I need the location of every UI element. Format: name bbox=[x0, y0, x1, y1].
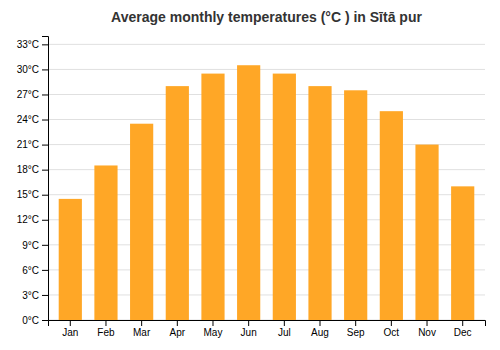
bar bbox=[415, 145, 438, 320]
grid-line bbox=[48, 119, 485, 120]
y-tick-label: 33°C bbox=[17, 39, 39, 50]
x-tick-label: Feb bbox=[97, 327, 115, 338]
y-tick-mark bbox=[42, 94, 48, 95]
x-tick-mark bbox=[462, 320, 463, 326]
x-tick-mark bbox=[248, 320, 249, 326]
x-tick: Sep bbox=[347, 320, 365, 338]
grid bbox=[48, 44, 485, 320]
y-tick-mark bbox=[42, 295, 48, 296]
plot-area: 0°C 3°C 6°C 9°C 12°C 15°C 18°C 21°C 24°C 27°C 30°C… bbox=[17, 37, 486, 339]
y-axis-line bbox=[42, 37, 49, 321]
y-tick-mark bbox=[42, 145, 48, 146]
x-tick-label: Sep bbox=[347, 327, 365, 338]
x-tick: Aug bbox=[311, 320, 329, 338]
x-tick: Jun bbox=[241, 320, 257, 338]
y-tick-label: 24°C bbox=[17, 114, 39, 125]
y-tick-label: 9°C bbox=[22, 240, 39, 251]
y-tick: 15°C bbox=[17, 189, 48, 200]
y-tick-label: 15°C bbox=[17, 189, 39, 200]
grid-line bbox=[48, 94, 485, 95]
x-tick: Jan bbox=[62, 320, 78, 338]
x-tick-mark bbox=[391, 320, 392, 326]
y-tick-label: 21°C bbox=[17, 139, 39, 150]
y-tick-mark bbox=[42, 120, 48, 121]
bar bbox=[380, 111, 403, 320]
y-tick-label: 6°C bbox=[22, 265, 39, 276]
y-tick-mark bbox=[42, 69, 48, 70]
x-tick: May bbox=[204, 320, 223, 338]
bar bbox=[94, 165, 117, 320]
x-tick-label: May bbox=[204, 327, 223, 338]
y-tick: 27°C bbox=[17, 89, 48, 100]
x-tick-mark bbox=[212, 320, 213, 326]
x-tick-mark bbox=[284, 320, 285, 326]
x-tick: Nov bbox=[418, 320, 436, 338]
x-tick: Oct bbox=[384, 320, 400, 338]
x-axis: Jan Feb Mar Apr May Jun Jul Aug Sep Oct Nov Dec bbox=[49, 320, 486, 338]
y-tick: 24°C bbox=[17, 114, 48, 125]
x-axis-line bbox=[49, 321, 486, 327]
x-tick-mark bbox=[70, 320, 71, 326]
x-tick-label: Dec bbox=[454, 327, 472, 338]
y-tick: 18°C bbox=[17, 164, 48, 175]
y-tick-mark bbox=[42, 44, 48, 45]
x-tick-mark bbox=[355, 320, 356, 326]
y-tick-mark bbox=[42, 270, 48, 271]
y-tick: 21°C bbox=[17, 139, 48, 150]
x-tick-mark bbox=[105, 320, 106, 326]
x-tick-label: Jan bbox=[62, 327, 78, 338]
y-tick-label: 18°C bbox=[17, 164, 39, 175]
x-tick-label: Nov bbox=[418, 327, 436, 338]
y-tick-label: 27°C bbox=[17, 89, 39, 100]
bar bbox=[273, 74, 296, 320]
y-tick-mark bbox=[42, 245, 48, 246]
bar bbox=[308, 86, 331, 320]
y-tick: 30°C bbox=[17, 64, 48, 75]
x-tick-label: Jul bbox=[278, 327, 291, 338]
x-tick-mark bbox=[177, 320, 178, 326]
chart-svg: 0°C 3°C 6°C 9°C 12°C 15°C 18°C 21°C 24°C 27°C 30°C… bbox=[0, 0, 500, 350]
x-tick: Feb bbox=[97, 320, 115, 338]
y-tick: 6°C bbox=[22, 265, 48, 276]
bar bbox=[451, 186, 474, 320]
x-tick-label: Aug bbox=[311, 327, 329, 338]
y-tick-label: 3°C bbox=[22, 290, 39, 301]
x-tick: Dec bbox=[454, 320, 472, 338]
x-tick: Jul bbox=[278, 320, 291, 338]
y-tick-label: 30°C bbox=[17, 64, 39, 75]
y-tick: 12°C bbox=[17, 214, 48, 225]
y-axis: 0°C 3°C 6°C 9°C 12°C 15°C 18°C 21°C 24°C 27°C 30°C… bbox=[17, 37, 49, 326]
y-tick-mark bbox=[42, 170, 48, 171]
bar bbox=[59, 199, 82, 320]
y-tick-label: 0°C bbox=[22, 315, 39, 326]
bar bbox=[130, 124, 153, 320]
x-tick: Apr bbox=[170, 320, 186, 338]
bar bbox=[201, 74, 224, 320]
bar bbox=[166, 86, 189, 320]
y-tick-mark bbox=[42, 320, 48, 321]
y-tick-mark bbox=[42, 195, 48, 196]
bar bbox=[237, 65, 260, 320]
x-tick: Mar bbox=[133, 320, 151, 338]
x-tick-mark bbox=[320, 320, 321, 326]
y-tick-label: 12°C bbox=[17, 214, 39, 225]
grid-line bbox=[48, 44, 485, 45]
x-tick-mark bbox=[427, 320, 428, 326]
x-tick-label: Jun bbox=[241, 327, 257, 338]
y-tick: 9°C bbox=[22, 240, 48, 251]
x-tick-label: Apr bbox=[170, 327, 186, 338]
grid-line bbox=[48, 69, 485, 70]
x-tick-mark bbox=[141, 320, 142, 326]
marks bbox=[59, 65, 475, 320]
bar bbox=[344, 90, 367, 320]
title: Average monthly temperatures (°C ) in Sī… bbox=[111, 9, 422, 25]
x-tick-label: Mar bbox=[133, 327, 151, 338]
y-tick: 3°C bbox=[22, 290, 48, 301]
y-tick-mark bbox=[42, 220, 48, 221]
y-tick: 33°C bbox=[17, 39, 48, 50]
y-tick: 0°C bbox=[22, 315, 48, 326]
x-tick-label: Oct bbox=[384, 327, 400, 338]
